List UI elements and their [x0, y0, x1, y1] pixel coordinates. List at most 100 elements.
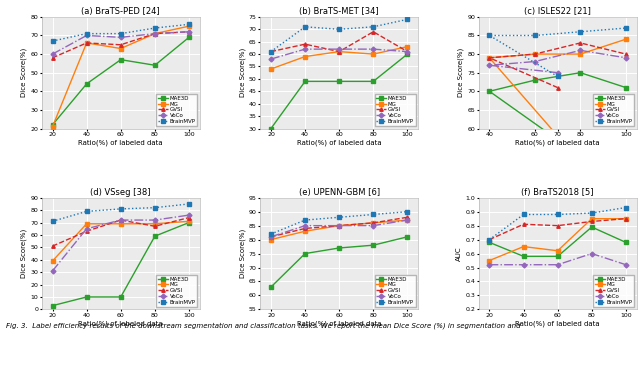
MAE3D	[588, 225, 596, 229]
GVSl	[185, 30, 193, 34]
VoCo	[622, 262, 630, 267]
VoCo	[267, 57, 275, 61]
MAE3D	[554, 137, 561, 142]
Line: MAE3D: MAE3D	[488, 71, 628, 141]
MG	[151, 222, 159, 226]
GVSl	[267, 50, 275, 54]
VoCo	[369, 47, 377, 51]
MAE3D	[577, 70, 584, 75]
VoCo	[83, 226, 90, 231]
X-axis label: Ratio(%) of labeled data: Ratio(%) of labeled data	[79, 321, 163, 327]
Y-axis label: AUC: AUC	[456, 246, 462, 261]
MAE3D	[486, 89, 493, 93]
GVSl	[369, 30, 377, 34]
Y-axis label: Dice Score(%): Dice Score(%)	[239, 48, 246, 98]
MAE3D	[267, 285, 275, 289]
MG	[301, 229, 309, 234]
VoCo	[404, 50, 412, 54]
BrainMVP	[83, 209, 90, 214]
Legend: MAE3D, MG, GVSl, VoCo, BrainMVP: MAE3D, MG, GVSl, VoCo, BrainMVP	[593, 94, 634, 126]
MG	[185, 219, 193, 224]
GVSl	[404, 50, 412, 54]
BrainMVP	[520, 212, 527, 217]
GVSl	[369, 220, 377, 225]
X-axis label: Ratio(%) of labeled data: Ratio(%) of labeled data	[515, 140, 600, 146]
Y-axis label: Dice Score(%): Dice Score(%)	[458, 48, 465, 98]
GVSl	[486, 56, 493, 60]
Legend: MAE3D, MG, GVSl, VoCo, BrainMVP: MAE3D, MG, GVSl, VoCo, BrainMVP	[593, 275, 634, 307]
Line: MG: MG	[269, 45, 409, 71]
MG	[622, 216, 630, 221]
BrainMVP	[577, 30, 584, 34]
GVSl	[117, 42, 125, 47]
MAE3D	[531, 78, 539, 82]
BrainMVP	[531, 33, 539, 38]
MAE3D	[49, 303, 56, 308]
VoCo	[49, 52, 56, 56]
GVSl	[577, 40, 584, 45]
BrainMVP	[335, 27, 343, 32]
Line: VoCo: VoCo	[269, 47, 409, 61]
MG	[554, 249, 561, 253]
MG	[335, 224, 343, 228]
VoCo	[49, 268, 56, 273]
MAE3D	[335, 246, 343, 250]
Line: BrainMVP: BrainMVP	[51, 202, 191, 223]
Line: VoCo: VoCo	[51, 30, 191, 56]
MAE3D	[117, 295, 125, 299]
Line: MG: MG	[488, 38, 628, 138]
BrainMVP	[117, 207, 125, 211]
Line: BrainMVP: BrainMVP	[488, 206, 628, 242]
BrainMVP	[49, 39, 56, 44]
X-axis label: Ratio(%) of labeled data: Ratio(%) of labeled data	[297, 140, 381, 146]
GVSl	[117, 218, 125, 222]
GVSl	[301, 42, 309, 46]
BrainMVP	[151, 26, 159, 30]
VoCo	[301, 224, 309, 228]
BrainMVP	[369, 24, 377, 29]
Legend: MAE3D, MG, GVSl, VoCo, BrainMVP: MAE3D, MG, GVSl, VoCo, BrainMVP	[156, 275, 197, 307]
Line: GVSl: GVSl	[269, 30, 409, 53]
MAE3D	[185, 35, 193, 40]
Line: MAE3D: MAE3D	[51, 36, 191, 126]
BrainMVP	[117, 32, 125, 36]
Title: (f) BraTS2018 [5]: (f) BraTS2018 [5]	[522, 188, 594, 197]
GVSl	[335, 224, 343, 228]
MG	[520, 244, 527, 249]
MAE3D	[335, 79, 343, 84]
VoCo	[301, 47, 309, 51]
Line: VoCo: VoCo	[488, 49, 628, 74]
VoCo	[267, 234, 275, 239]
BrainMVP	[83, 32, 90, 36]
MG	[83, 40, 90, 45]
Line: GVSl: GVSl	[488, 41, 628, 89]
MAE3D	[267, 126, 275, 131]
Line: BrainMVP: BrainMVP	[269, 18, 409, 53]
Line: VoCo: VoCo	[51, 213, 191, 273]
X-axis label: Ratio(%) of labeled data: Ratio(%) of labeled data	[297, 321, 381, 327]
MG	[486, 258, 493, 263]
GVSl	[554, 86, 561, 90]
Line: BrainMVP: BrainMVP	[488, 26, 628, 78]
VoCo	[622, 56, 630, 60]
BrainMVP	[151, 206, 159, 210]
VoCo	[117, 218, 125, 222]
BrainMVP	[267, 50, 275, 54]
GVSl	[83, 40, 90, 45]
BrainMVP	[622, 205, 630, 210]
Y-axis label: Dice Score(%): Dice Score(%)	[239, 229, 246, 278]
MAE3D	[520, 254, 527, 259]
VoCo	[369, 224, 377, 228]
GVSl	[588, 219, 596, 224]
VoCo	[554, 70, 561, 75]
Line: MAE3D: MAE3D	[488, 225, 628, 258]
Title: (a) BraTS-PED [24]: (a) BraTS-PED [24]	[81, 7, 160, 16]
MG	[301, 54, 309, 59]
MAE3D	[369, 79, 377, 84]
Line: BrainMVP: BrainMVP	[51, 22, 191, 43]
MG	[83, 222, 90, 226]
GVSl	[520, 222, 527, 226]
MAE3D	[301, 79, 309, 84]
BrainMVP	[49, 219, 56, 224]
X-axis label: Ratio(%) of labeled data: Ratio(%) of labeled data	[79, 140, 163, 146]
